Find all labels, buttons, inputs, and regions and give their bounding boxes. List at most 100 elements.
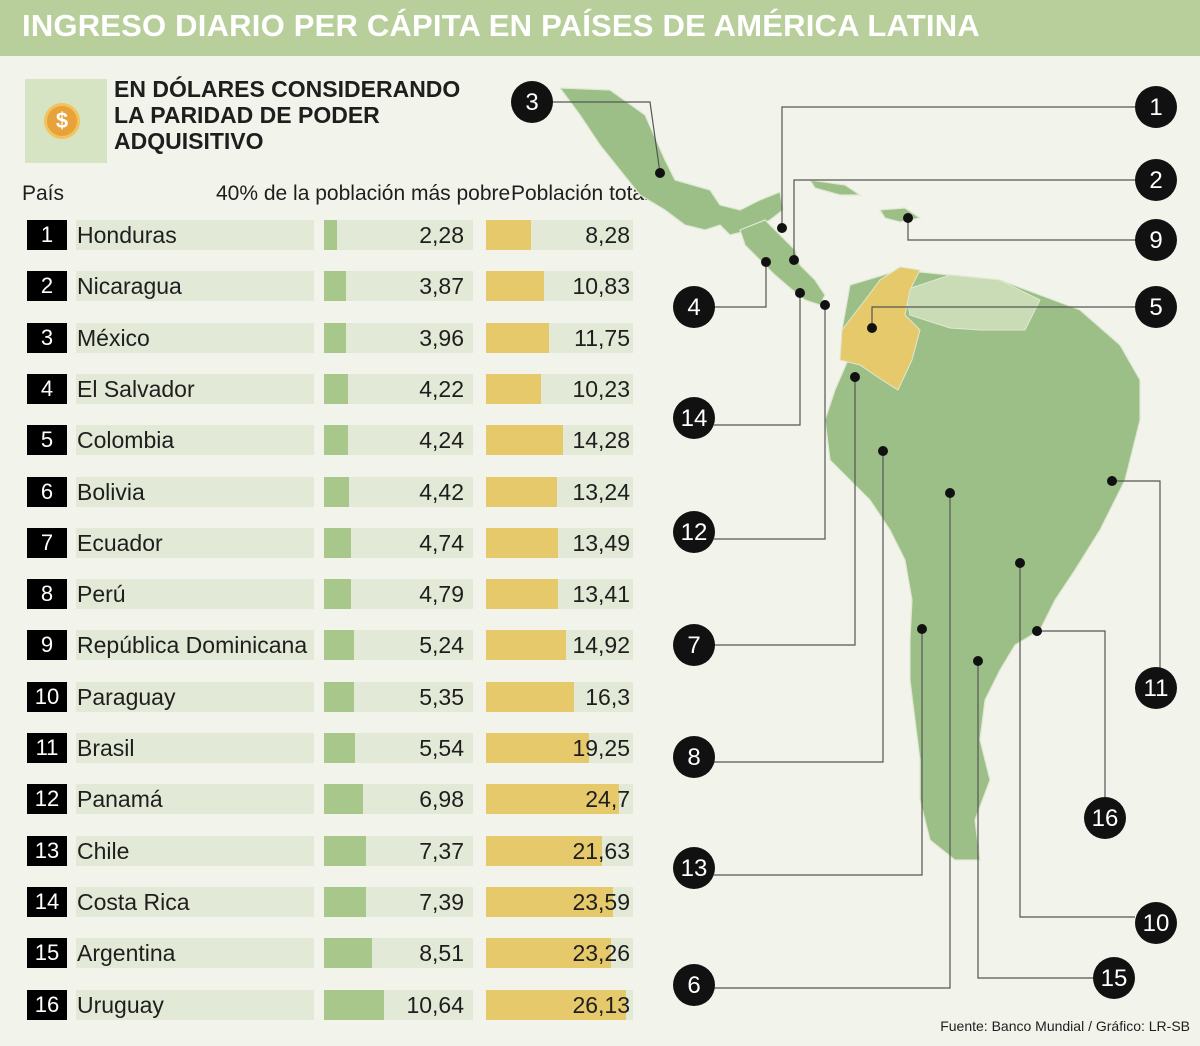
callout-circle bbox=[673, 624, 715, 666]
table-row: 4 El Salvador 4,22 10,23 bbox=[0, 373, 640, 404]
rank-badge: 4 bbox=[27, 373, 67, 404]
country-cell-bg bbox=[76, 886, 314, 917]
callout-dot bbox=[878, 446, 888, 456]
poorest-bar bbox=[324, 579, 351, 610]
callout-circle bbox=[673, 286, 715, 328]
poorest-bar bbox=[324, 835, 366, 866]
rank-badge: 2 bbox=[27, 271, 67, 302]
poorest-bar bbox=[324, 681, 355, 712]
poorest-value-label: 2,28 bbox=[419, 222, 464, 248]
callout-leader-line bbox=[552, 101, 661, 174]
total-value-label: 13,49 bbox=[572, 529, 630, 556]
total-value-label: 14,28 bbox=[572, 427, 630, 454]
callout-dot bbox=[945, 488, 955, 498]
south-america-shape bbox=[824, 269, 1141, 861]
callout-number: 5 bbox=[1149, 294, 1162, 321]
callout-number: 14 bbox=[681, 405, 708, 432]
callout-leader-line bbox=[977, 661, 1094, 979]
poorest-bar bbox=[324, 322, 347, 353]
dollar-coin-icon: $ bbox=[44, 103, 80, 139]
column-header-total: Población total bbox=[511, 182, 649, 205]
poorest-value-label: 7,37 bbox=[419, 837, 464, 864]
poorest-bar bbox=[324, 425, 348, 456]
table-row: 14 Costa Rica 7,39 23,59 bbox=[0, 886, 640, 917]
callout-leader-line bbox=[714, 377, 856, 646]
rank-badge: 3 bbox=[27, 322, 67, 353]
rank-badge: 14 bbox=[27, 886, 67, 917]
callout-number: 16 bbox=[1092, 805, 1119, 832]
total-bar bbox=[486, 784, 619, 815]
total-bar bbox=[486, 630, 567, 661]
total-bar bbox=[486, 373, 541, 404]
callout-leader-line bbox=[871, 306, 1135, 328]
country-cell-bg bbox=[76, 784, 314, 815]
total-bar bbox=[486, 938, 611, 969]
poorest-value-label: 5,54 bbox=[419, 735, 464, 761]
poorest-value-label: 4,74 bbox=[419, 529, 464, 556]
callout-circle bbox=[1135, 86, 1177, 128]
rank-badge: 16 bbox=[27, 989, 67, 1020]
table-row: 2 Nicaragua 3,87 10,83 bbox=[0, 271, 640, 302]
callout-number: 7 bbox=[687, 632, 700, 659]
callout-number: 3 bbox=[525, 89, 538, 116]
callout-circle bbox=[673, 847, 715, 889]
total-value-label: 10,83 bbox=[572, 273, 630, 300]
country-cell-bg bbox=[76, 733, 314, 763]
country-name: El Salvador bbox=[77, 375, 195, 402]
poorest-bar bbox=[324, 938, 372, 969]
country-name: Colombia bbox=[77, 427, 175, 454]
callout-circle bbox=[673, 511, 715, 553]
callout-leader-line bbox=[714, 305, 826, 540]
poorest-bar bbox=[324, 630, 354, 661]
callout-dot bbox=[820, 300, 830, 310]
venezuela-guianas-shape bbox=[904, 274, 1041, 331]
callout-number: 9 bbox=[1149, 227, 1162, 254]
rank-badge: 7 bbox=[27, 527, 67, 558]
country-name: Panamá bbox=[77, 786, 163, 813]
country-name: Nicaragua bbox=[77, 273, 182, 300]
table-row: 11 Brasil 5,54 19,25 bbox=[0, 733, 640, 763]
country-name: Paraguay bbox=[77, 683, 176, 710]
total-value-label: 26,13 bbox=[572, 991, 630, 1018]
table-row: 15 Argentina 8,51 23,26 bbox=[0, 938, 640, 969]
callout-number: 4 bbox=[687, 294, 700, 321]
total-bar bbox=[486, 220, 531, 250]
country-name: Chile bbox=[77, 837, 130, 864]
poorest-value-label: 4,79 bbox=[419, 581, 464, 608]
callout-number: 2 bbox=[1149, 167, 1162, 194]
callout-leader-line bbox=[714, 451, 884, 763]
table-row: 6 Bolivia 4,42 13,24 bbox=[0, 476, 640, 507]
total-bar bbox=[486, 322, 550, 353]
callout-circle bbox=[511, 81, 553, 123]
country-cell-bg bbox=[76, 476, 314, 507]
total-bar bbox=[486, 835, 603, 866]
poorest-value-label: 3,96 bbox=[419, 324, 464, 351]
country-cell-bg bbox=[76, 989, 314, 1020]
table-row: 16 Uruguay 10,64 26,13 bbox=[0, 989, 640, 1020]
country-cell-bg bbox=[76, 527, 314, 558]
callout-leader-line bbox=[1037, 630, 1106, 798]
country-name: Bolivia bbox=[77, 478, 145, 505]
total-bar bbox=[486, 681, 574, 712]
table-row: 5 Colombia 4,24 14,28 bbox=[0, 425, 640, 456]
rank-badge: 9 bbox=[27, 630, 67, 661]
callout-circle bbox=[1135, 667, 1177, 709]
total-value-label: 23,26 bbox=[572, 940, 630, 967]
total-value-label: 23,59 bbox=[572, 888, 630, 915]
rank-badge: 10 bbox=[27, 681, 67, 712]
poorest-bar bbox=[324, 784, 364, 815]
table-row: 3 México 3,96 11,75 bbox=[0, 322, 640, 353]
poorest-bar bbox=[324, 733, 356, 763]
total-value-label: 11,75 bbox=[574, 324, 630, 351]
country-name: República Dominicana bbox=[77, 632, 308, 659]
legend-icon-box: $ bbox=[25, 79, 107, 163]
callout-dot bbox=[973, 656, 983, 666]
poorest-bar bbox=[324, 886, 366, 917]
callout-leader-line bbox=[793, 179, 1135, 260]
rank-badge: 5 bbox=[27, 425, 67, 456]
callout-leader-line bbox=[714, 293, 801, 426]
poorest-cell-bg bbox=[324, 322, 473, 353]
poorest-value-label: 5,24 bbox=[419, 632, 464, 659]
table-row: 12 Panamá 6,98 24,7 bbox=[0, 784, 640, 815]
callout-leader-line bbox=[714, 262, 767, 308]
